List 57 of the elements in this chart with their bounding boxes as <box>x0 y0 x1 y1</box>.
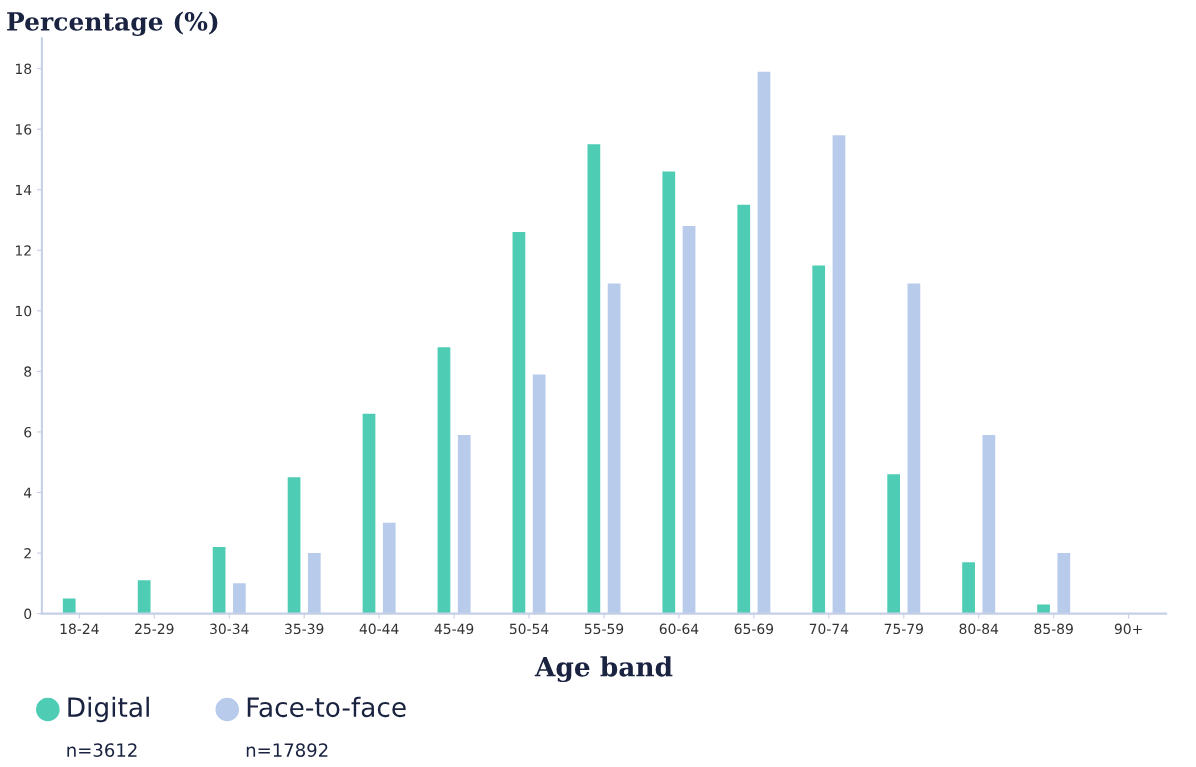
x-tick-label: 80-84 <box>959 623 999 635</box>
bar <box>832 135 846 614</box>
y-tick-label: 12 <box>15 245 31 256</box>
y-tick-label: 6 <box>24 426 32 438</box>
bar <box>962 562 975 614</box>
bar <box>232 583 246 614</box>
bar <box>137 580 151 614</box>
x-tick-label: 85-89 <box>1034 623 1073 635</box>
x-tick-label: 75-79 <box>884 623 923 635</box>
x-tick-label: 70-74 <box>809 623 849 635</box>
y-tick-label: 14 <box>15 184 32 196</box>
x-tick-label: 60-64 <box>659 623 699 635</box>
bar <box>682 226 696 614</box>
y-tick-label: 2 <box>24 548 31 559</box>
bar <box>812 265 826 614</box>
bar <box>907 283 921 614</box>
bar <box>887 474 901 614</box>
text: n=3612 <box>67 743 137 757</box>
x-tick-label: 40-44 <box>359 623 399 635</box>
x-tick-label: 25-29 <box>135 623 174 635</box>
bar <box>307 553 321 614</box>
bar <box>512 232 526 614</box>
x-tick-label: 90+ <box>1114 623 1142 635</box>
y-tick-label: 0 <box>24 608 32 620</box>
y-tick-label: 10 <box>15 305 32 317</box>
bar <box>757 71 771 614</box>
bar <box>62 598 76 614</box>
x-axis-title: Age band <box>534 656 673 683</box>
bar <box>532 374 546 614</box>
x-tick-label: 45-49 <box>434 623 474 635</box>
x-tick-label: 50-54 <box>509 623 549 635</box>
bar <box>982 434 996 614</box>
y-tick-label: 8 <box>24 366 32 377</box>
y-tick-label: 16 <box>15 124 32 135</box>
bar <box>382 522 396 614</box>
x-tick-label: 18-24 <box>60 623 99 635</box>
bar <box>737 204 751 614</box>
bar <box>587 144 601 614</box>
bar <box>457 434 471 614</box>
legend-label: Digital <box>68 696 149 723</box>
y-tick-label: 4 <box>23 487 32 498</box>
bar <box>437 347 451 614</box>
bar <box>1057 553 1071 614</box>
x-tick-label: 55-59 <box>584 623 624 635</box>
bar <box>287 477 301 614</box>
y-axis-title: Percentage (%) <box>7 11 218 37</box>
x-tick-label: 35-39 <box>285 623 324 635</box>
bar <box>662 171 676 614</box>
x-tick-label: 65-69 <box>734 623 774 635</box>
bar <box>607 283 621 614</box>
legend-label: Face-to-face <box>247 696 406 718</box>
bar <box>1037 604 1050 614</box>
y-tick-label: 18 <box>15 63 32 75</box>
bar <box>212 546 226 614</box>
text: n=17892 <box>246 743 328 757</box>
bar <box>362 413 376 614</box>
x-tick-label: 30-34 <box>210 623 249 635</box>
